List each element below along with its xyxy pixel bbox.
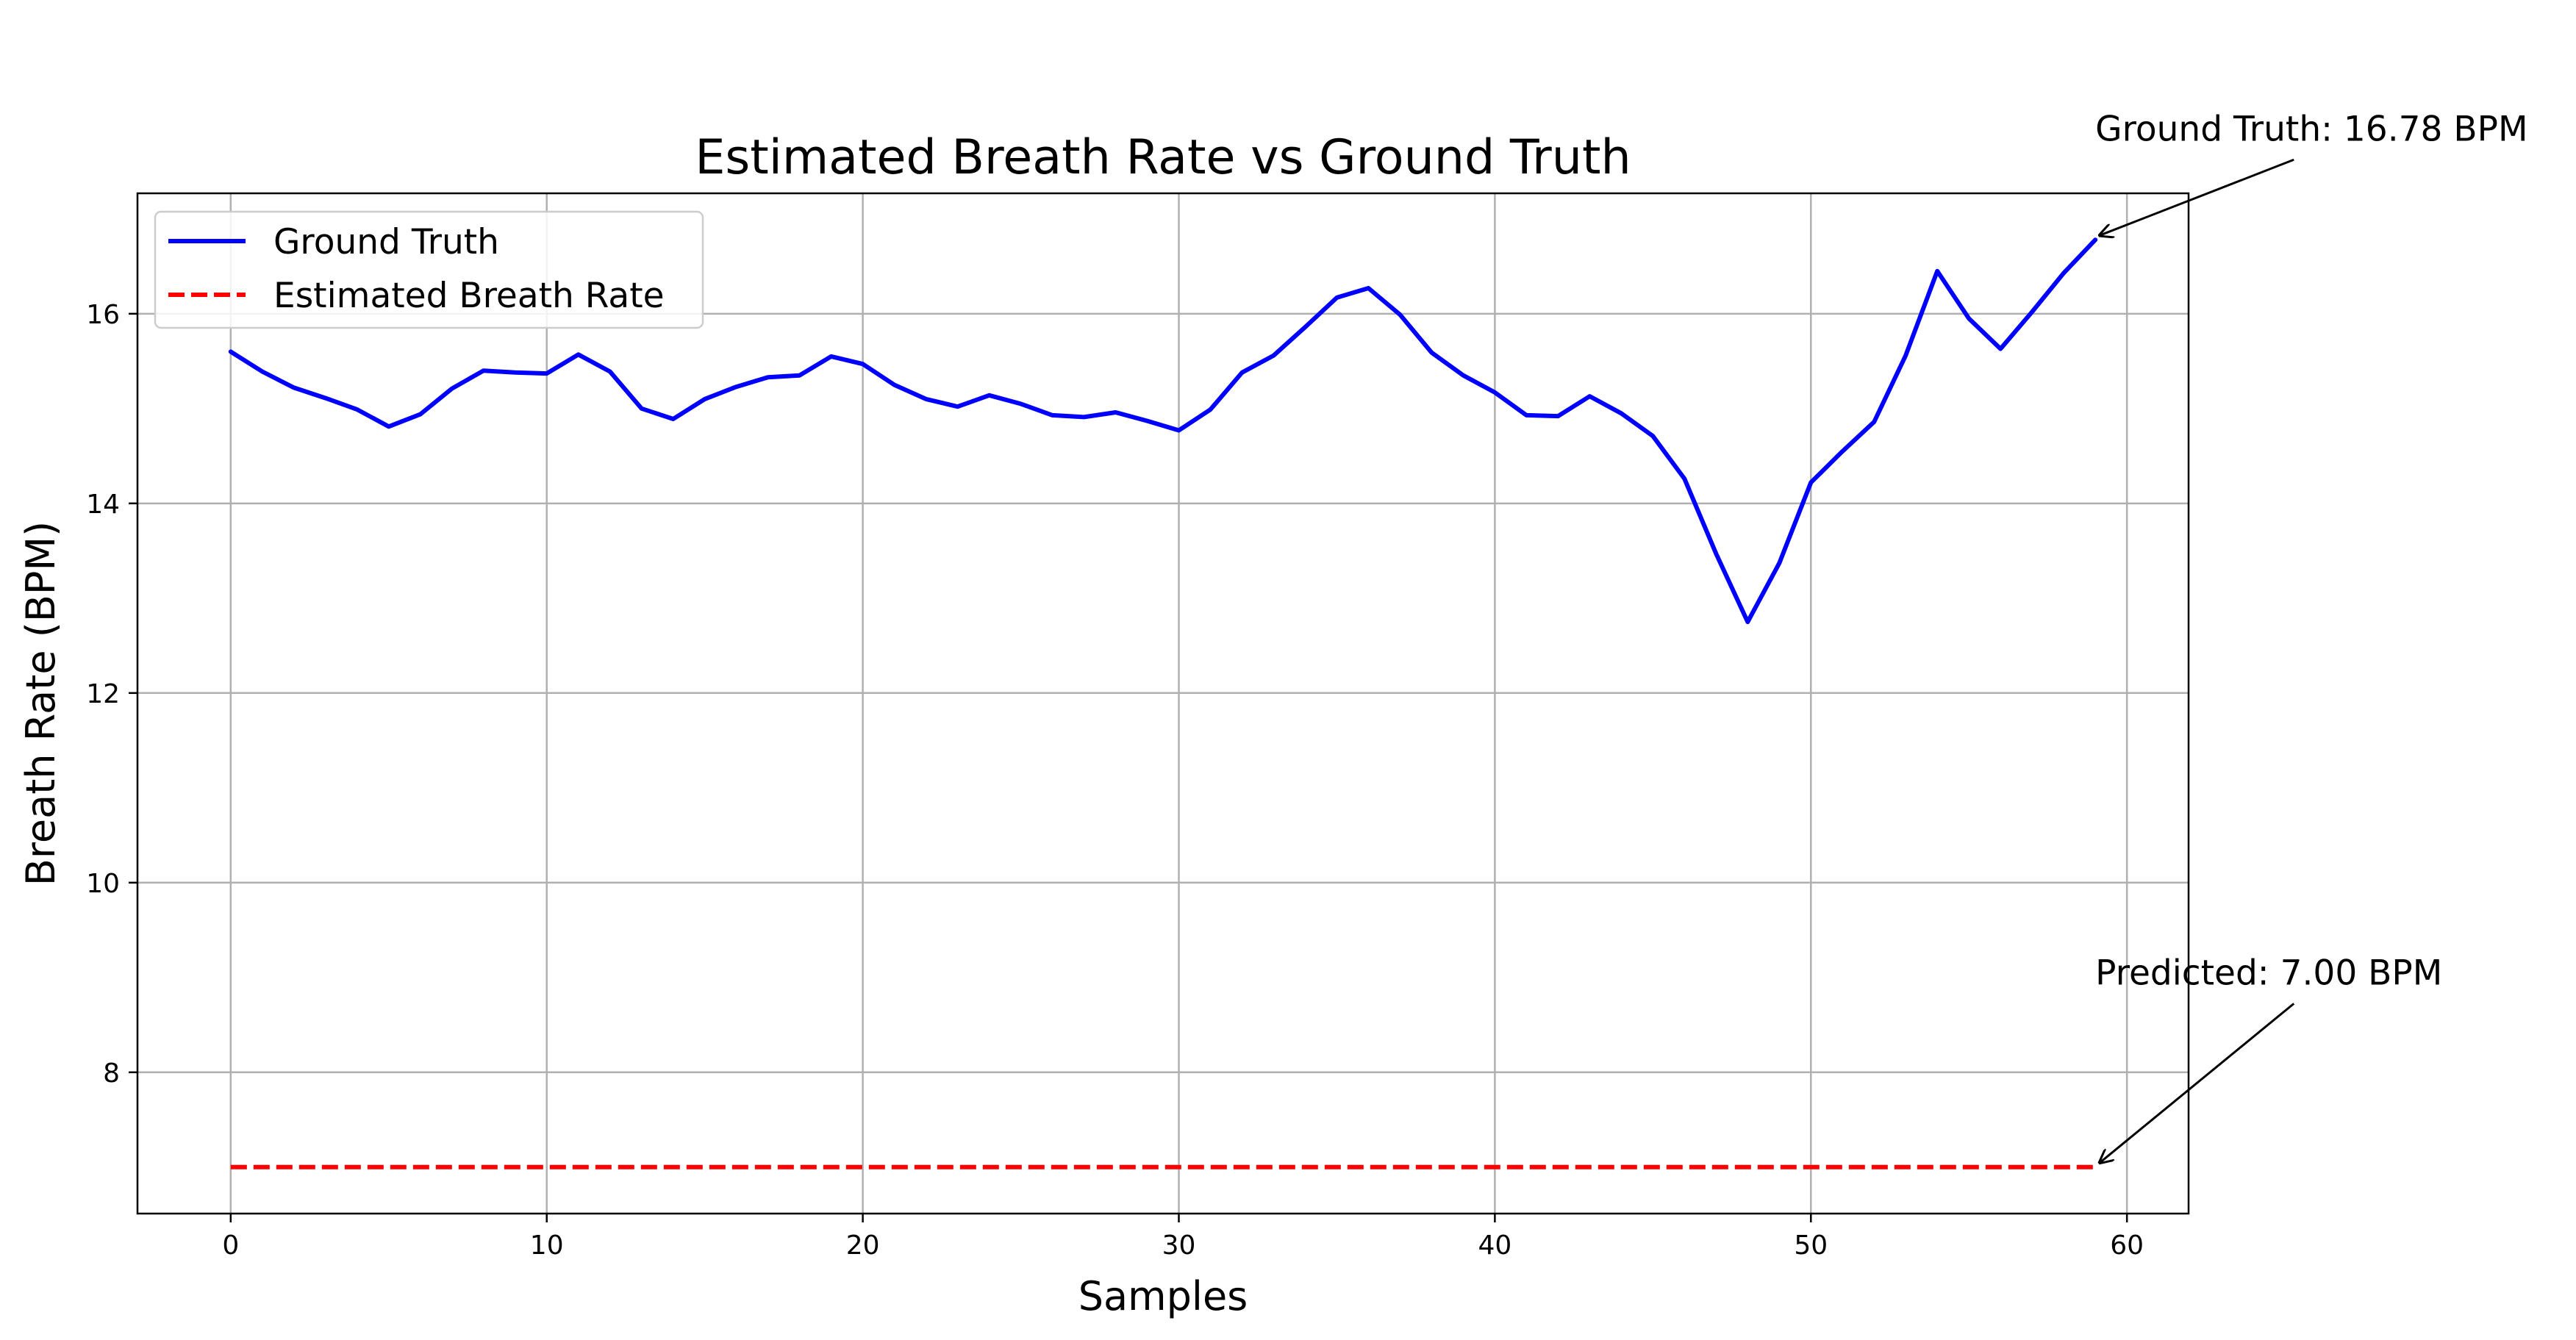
annotation-arrow-predicted (2100, 1003, 2295, 1162)
x-tick-label: 20 (846, 1230, 880, 1261)
annotations: Ground Truth: 16.78 BPM Predicted: 7.00 … (2095, 109, 2528, 1163)
x-tick-label: 40 (1478, 1230, 1511, 1261)
annotation-arrow-ground-truth (2100, 158, 2294, 235)
x-tick-label: 50 (1794, 1230, 1828, 1261)
legend-label-ground-truth: Ground Truth (273, 222, 499, 262)
y-tick-label: 14 (86, 490, 120, 520)
x-tick-label: 60 (2110, 1230, 2144, 1261)
y-axis-label: Breath Rate (BPM) (18, 521, 64, 886)
ticks: 0 10 20 30 40 50 60 8 10 12 14 16 (86, 300, 2144, 1261)
annotation-predicted: Predicted: 7.00 BPM (2095, 953, 2442, 993)
x-tick-label: 30 (1162, 1230, 1196, 1261)
y-tick-label: 16 (86, 300, 120, 330)
annotation-ground-truth: Ground Truth: 16.78 BPM (2095, 109, 2527, 149)
x-axis-label: Samples (1078, 1273, 1248, 1319)
x-tick-label: 0 (222, 1230, 239, 1261)
legend-label-estimated: Estimated Breath Rate (273, 276, 665, 316)
legend-box (154, 210, 704, 329)
series-layer (228, 237, 2098, 1169)
x-tick-label: 10 (530, 1230, 564, 1261)
plot-frame (136, 192, 2190, 1215)
chart-title: Estimated Breath Rate vs Ground Truth (695, 130, 1631, 185)
y-tick-label: 10 (86, 869, 120, 899)
y-tick-label: 8 (103, 1058, 120, 1089)
y-tick-label: 12 (86, 679, 120, 709)
legend: Ground Truth Estimated Breath Rate (154, 210, 704, 329)
series-line-ground-truth (228, 237, 2098, 625)
